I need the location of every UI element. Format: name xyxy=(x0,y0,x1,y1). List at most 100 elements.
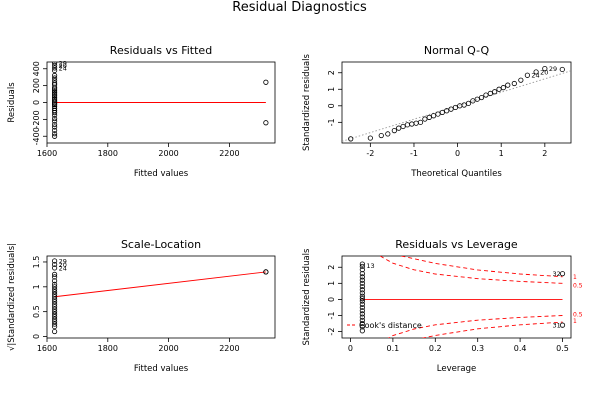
residuals-vs-fitted-point xyxy=(51,110,58,116)
residuals-vs-leverage-xtick-label: 0.1 xyxy=(387,344,400,353)
normal-qq-title: Normal Q-Q xyxy=(424,44,490,57)
scale-location-point xyxy=(51,261,58,268)
scale-location-point xyxy=(51,289,58,295)
residuals-vs-leverage-legend-label: Cook's distance xyxy=(359,321,422,330)
residuals-vs-fitted-point xyxy=(51,91,58,97)
residuals-vs-leverage-point xyxy=(359,311,365,317)
scale-location-point xyxy=(51,318,58,325)
normal-qq-point-label: 29 xyxy=(549,65,557,73)
residuals-vs-leverage-point xyxy=(359,280,365,286)
scale-location-point xyxy=(51,278,58,284)
residuals-vs-leverage-point xyxy=(359,301,365,307)
normal-qq-ytick-label: 1 xyxy=(327,87,336,92)
normal-qq-point xyxy=(533,69,539,75)
scale-location-point xyxy=(51,274,58,280)
residuals-vs-fitted-point xyxy=(51,62,58,68)
residuals-vs-fitted-title: Residuals vs Fitted xyxy=(110,44,212,57)
normal-qq-point xyxy=(496,86,502,92)
scale-location-point xyxy=(51,284,58,290)
residuals-vs-fitted-point-label: 29 xyxy=(59,59,67,67)
residuals-vs-leverage-point xyxy=(359,263,365,270)
scale-location-xtick-label: 1800 xyxy=(98,344,118,353)
scale-location-point-label: 24 xyxy=(59,264,67,272)
residuals-vs-leverage-point xyxy=(359,308,365,314)
residuals-vs-leverage-ytick-label: 2 xyxy=(327,265,336,270)
normal-qq-point xyxy=(378,132,384,139)
residuals-vs-fitted-point xyxy=(51,86,58,92)
normal-qq-point-label: 20 xyxy=(540,68,548,76)
normal-qq-ylabel: Standardized residuals xyxy=(302,53,312,150)
residuals-vs-leverage-ylabel: Standardized residuals xyxy=(302,248,312,345)
residuals-vs-fitted-xtick-label: 2200 xyxy=(219,149,239,158)
residuals-vs-leverage-contour-label: 0.5 xyxy=(573,283,583,290)
normal-qq-point xyxy=(413,120,419,126)
residuals-vs-leverage-xlabel: Leverage xyxy=(437,364,476,374)
residuals-vs-leverage-point xyxy=(359,290,365,296)
residuals-vs-fitted-point xyxy=(51,115,58,122)
normal-qq-point xyxy=(385,131,391,137)
normal-qq-ytick-label: -1 xyxy=(327,118,336,126)
scale-location-point xyxy=(51,258,58,264)
residuals-vs-fitted-point xyxy=(51,84,58,90)
residuals-vs-leverage-ytick-label: -1 xyxy=(327,311,336,319)
scale-location-point xyxy=(51,314,58,320)
normal-qq-ytick-label: 2 xyxy=(327,70,336,75)
normal-qq-xtick-label: -2 xyxy=(366,149,374,158)
residuals-vs-leverage-contour-label: 1 xyxy=(573,318,577,325)
normal-qq-point xyxy=(452,104,459,111)
residuals-vs-leverage-contour-label: 0.5 xyxy=(573,312,583,319)
residuals-vs-leverage-xtick-label: 0.3 xyxy=(471,344,484,353)
normal-qq-point xyxy=(348,136,354,142)
residuals-vs-fitted-point xyxy=(51,124,58,130)
residuals-vs-leverage-cooks-contour xyxy=(401,256,563,278)
normal-qq-xtick-label: 0 xyxy=(455,149,460,158)
normal-qq-point xyxy=(457,103,463,109)
scale-location-point-label: 20 xyxy=(59,261,67,269)
residuals-vs-leverage-point-label: 31 xyxy=(553,322,561,330)
residuals-vs-fitted-point xyxy=(51,67,58,74)
residuals-vs-leverage-panel: Residuals vs Leverage 0 0.1 0.2 0.3 0.4 0.5 -2 -… xyxy=(302,238,583,374)
normal-qq-ytick-label: 0 xyxy=(327,103,336,108)
residuals-vs-leverage-point-label: 13 xyxy=(366,262,374,270)
scale-location-point xyxy=(263,269,269,275)
normal-qq-point xyxy=(439,109,445,116)
residuals-vs-fitted-xtick-label: 2000 xyxy=(158,149,178,158)
scale-location-ytick-label: 0.5 xyxy=(32,305,41,318)
residuals-vs-fitted-point xyxy=(51,133,58,139)
scale-location-point xyxy=(51,311,58,317)
normal-qq-xtick-label: -1 xyxy=(410,149,418,158)
residuals-vs-fitted-point xyxy=(51,131,58,137)
normal-qq-point xyxy=(422,116,428,122)
normal-qq-point xyxy=(448,106,454,112)
scale-location-point xyxy=(51,294,58,300)
residuals-vs-fitted-point xyxy=(51,93,58,99)
residuals-vs-leverage-contour-label: 1 xyxy=(573,274,577,281)
normal-qq-point xyxy=(465,100,472,106)
residuals-vs-fitted-point xyxy=(51,102,58,108)
normal-qq-point xyxy=(478,94,485,101)
scale-location-frame xyxy=(46,255,276,339)
scale-location-panel: Scale-Location 1600 1800 2000 2200 0 0.5 1 1.5 Fi… xyxy=(7,238,276,374)
residuals-vs-leverage-ytick-label: 0 xyxy=(327,297,336,302)
residuals-vs-leverage-xtick-label: 0.2 xyxy=(429,344,442,353)
normal-qq-point xyxy=(505,82,511,88)
normal-qq-xtick-label: 2 xyxy=(542,149,547,158)
scale-location-point xyxy=(51,316,58,322)
residuals-vs-leverage-ytick-label: 1 xyxy=(327,281,336,286)
normal-qq-point xyxy=(367,135,373,141)
scale-location-ytick-label: 1 xyxy=(32,284,41,289)
residuals-vs-fitted-xtick-label: 1800 xyxy=(98,149,118,158)
scale-location-xlabel: Fitted values xyxy=(134,364,189,374)
residuals-vs-leverage-title: Residuals vs Leverage xyxy=(395,238,518,251)
residuals-vs-leverage-point xyxy=(359,277,365,283)
residuals-vs-leverage-point xyxy=(359,293,365,299)
residuals-vs-fitted-point xyxy=(263,79,269,85)
residuals-vs-fitted-point xyxy=(263,120,269,126)
residuals-vs-fitted-ytick-label: 400 xyxy=(32,61,41,76)
residuals-vs-fitted-point xyxy=(51,89,58,95)
residuals-vs-fitted-plot-area xyxy=(51,62,269,139)
residuals-vs-leverage-point-label: 32 xyxy=(553,270,561,278)
residuals-vs-leverage-point xyxy=(359,314,365,320)
